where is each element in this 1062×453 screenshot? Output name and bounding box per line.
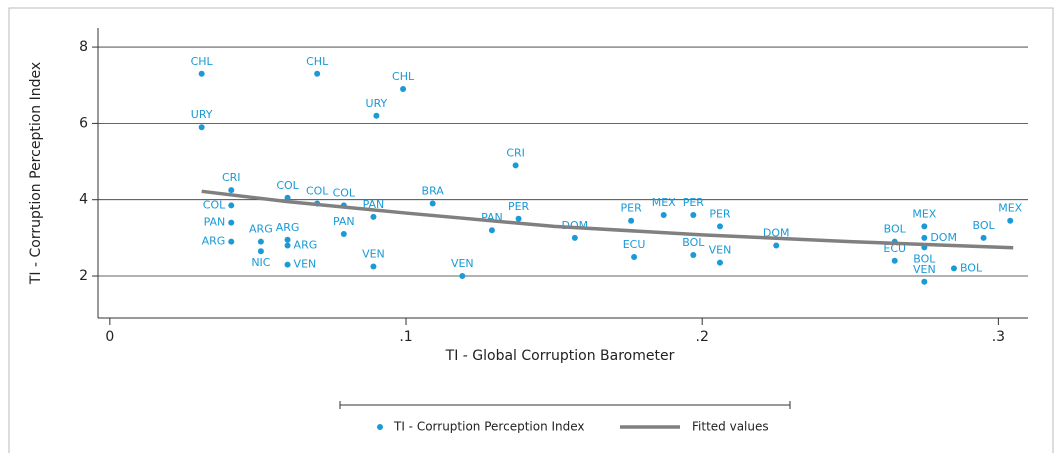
point [515,215,522,222]
point-label: PAN [333,215,355,228]
point-label: ARG [202,235,226,248]
x-axis-label: TI - Global Corruption Barometer [445,348,675,364]
point [400,86,407,93]
point-label: VEN [362,247,385,260]
point-label: BOL [913,252,936,265]
fitted-line [201,189,1014,250]
point [950,265,957,272]
point-label: VEN [451,257,474,270]
point [228,219,235,226]
point-label: BOL [682,236,705,249]
legend-label: TI - Corruption Perception Index [393,420,585,434]
point [429,200,436,207]
point-label: COL [203,198,226,211]
point [716,259,723,266]
point [773,242,780,249]
point-label: CHL [306,55,329,68]
point [980,234,987,241]
y-tick-label: 6 [79,115,88,131]
x-tick-label: .3 [992,329,1005,345]
point-label: PER [508,200,530,213]
point-label: CRI [222,171,241,184]
point [891,257,898,264]
point-label: MEX [652,196,676,209]
y-tick-label: 2 [79,268,88,284]
point [198,70,205,77]
point-label: COL [306,185,329,198]
legend-swatch [377,424,383,430]
point-label: CHL [392,70,415,83]
point [284,236,291,243]
point-label: MEX [998,202,1022,215]
point [690,252,697,259]
point [628,217,635,224]
point [198,124,205,131]
point-label: PER [709,207,731,220]
point [284,261,291,268]
point-label: PAN [204,216,226,229]
point [716,223,723,230]
point-label: COL [276,179,299,192]
x-tick-label: .2 [696,329,709,345]
point [488,227,495,234]
point [690,211,697,218]
point-label: VEN [294,258,317,271]
point-label: PAN [363,198,385,211]
frame [8,7,1054,453]
point [228,202,235,209]
point [459,273,466,280]
point [1007,217,1014,224]
point [228,238,235,245]
point-label: BRA [422,185,445,198]
y-tick-label: 8 [79,39,88,55]
point-label: COL [333,186,356,199]
point [921,223,928,230]
point [257,248,264,255]
point-label: URY [191,108,213,121]
point-label: BOL [960,261,983,274]
point [257,238,264,245]
point [512,162,519,169]
y-tick-label: 4 [79,192,88,208]
point-label: MEX [912,207,936,220]
x-tick-label: 0 [105,329,114,345]
point-label: NIC [251,256,270,269]
point [373,112,380,119]
point-label: URY [366,97,388,110]
point-label: ARG [294,239,318,252]
point-label: ARG [249,223,273,236]
point [284,242,291,249]
point-label: ARG [276,221,300,234]
point-label: CHL [191,55,214,68]
point-label: PER [683,196,705,209]
point-label: PER [621,202,643,215]
point [631,253,638,260]
point-label: BOL [973,219,996,232]
point [370,263,377,270]
point [660,211,667,218]
point [228,187,235,194]
point [921,278,928,285]
y-axis-label: TI - Corruption Perception Index [28,62,44,285]
point-label: VEN [709,244,732,257]
point [921,234,928,241]
point [340,231,347,238]
point-label: CRI [506,146,525,159]
legend-label: Fitted values [692,420,769,434]
point-label: DOM [930,231,957,244]
point-label: BOL [884,223,907,236]
point-label: ECU [623,238,646,251]
point [571,234,578,241]
point [314,70,321,77]
x-tick-label: .1 [399,329,412,345]
point [284,194,291,201]
point [370,213,377,220]
point-label: VEN [913,263,936,276]
